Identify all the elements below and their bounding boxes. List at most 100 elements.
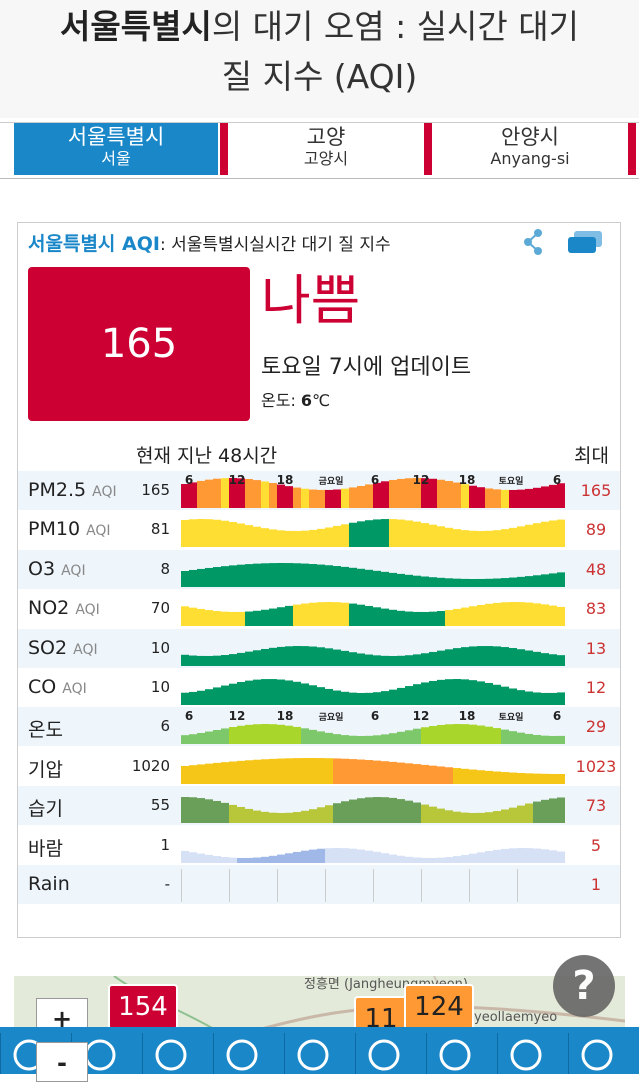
max-value: 13 <box>585 638 607 658</box>
history-bar <box>413 653 421 666</box>
history-bar <box>469 606 477 627</box>
history-bar <box>245 651 253 666</box>
col-header-max: 최대 <box>574 445 609 467</box>
time-label: 6 <box>553 473 561 487</box>
history-bar <box>189 607 197 627</box>
history-bar <box>389 609 397 627</box>
history-bar <box>317 807 325 824</box>
history-bar <box>509 847 517 863</box>
history-bar <box>357 849 365 863</box>
time-label: 6 <box>371 709 379 723</box>
history-bar <box>533 848 541 863</box>
history-bar <box>421 804 429 824</box>
tab-goyang[interactable]: 고양 고양시 <box>228 123 424 175</box>
history-bar <box>301 563 309 587</box>
history-bar <box>277 725 285 745</box>
history-bar <box>213 520 221 548</box>
faq-icon[interactable] <box>284 1033 341 1074</box>
max-value: 12 <box>585 678 607 697</box>
history-bar <box>197 568 205 587</box>
pollutant-row: PM2.5 AQI 165 6 12 18 금요일 6 12 18 토요일 6 165 <box>18 471 620 510</box>
pollutant-row: NO2 AQI 70 83 <box>18 589 620 628</box>
widget-icon[interactable] <box>566 229 606 257</box>
history-bar <box>397 655 405 666</box>
history-bar <box>557 607 565 627</box>
history-bar <box>445 767 453 784</box>
pollutant-row: O3 AQI 8 48 <box>18 549 620 589</box>
current-value: 10 <box>150 638 170 657</box>
history-bar <box>373 851 381 863</box>
history-bar <box>421 523 429 548</box>
history-bar <box>213 762 221 784</box>
history-bar <box>237 612 245 627</box>
updated-time: 토요일 7시에 업데이트 <box>261 355 472 380</box>
history-bar <box>349 603 357 627</box>
max-value: 83 <box>585 599 607 619</box>
history-bar <box>405 856 413 863</box>
tab-level-bar <box>628 123 636 175</box>
tab-anyang[interactable]: 안양시 Anyang-si <box>432 123 628 175</box>
history-bar <box>365 484 373 508</box>
history-bar <box>205 610 213 627</box>
pollutant-unit: AQI <box>86 523 111 540</box>
history-bar <box>253 480 261 508</box>
pollutant-label: NO2 <box>28 597 70 620</box>
current-value: 8 <box>160 559 170 578</box>
refresh-icon[interactable] <box>142 1033 199 1074</box>
history-bar <box>341 735 349 745</box>
history-bar <box>181 606 189 627</box>
history-bar <box>421 727 429 745</box>
history-bar <box>413 522 421 548</box>
map-marker[interactable]: 154 <box>108 984 178 1030</box>
history-bar <box>221 728 229 745</box>
chat-icon[interactable] <box>426 1033 483 1074</box>
history-bar <box>221 856 229 863</box>
history-bar <box>501 529 509 548</box>
history-bar <box>437 577 445 587</box>
history-bar <box>309 757 317 784</box>
history-bar <box>197 609 205 627</box>
history-bar <box>405 686 413 705</box>
share-icon[interactable] <box>518 227 548 257</box>
mask-icon[interactable] <box>213 1033 270 1074</box>
history-bar <box>325 758 333 784</box>
settings-icon[interactable] <box>568 1033 625 1074</box>
history-bar <box>253 810 261 824</box>
history-bar <box>429 857 437 863</box>
help-button[interactable]: ? <box>553 955 615 1017</box>
tab-seoul[interactable]: 서울특별시 서울 <box>14 123 218 175</box>
history-bar <box>461 768 469 784</box>
history-bar <box>293 727 301 745</box>
tab-label: 고양 <box>306 125 346 149</box>
link-icon[interactable] <box>497 1033 554 1074</box>
title-line-2: 질 지수 (AQI) <box>221 57 418 96</box>
history-bar <box>365 520 373 548</box>
history-bar <box>549 692 557 705</box>
history-bar <box>557 773 565 784</box>
history-bar <box>437 808 445 824</box>
search-icon[interactable] <box>355 1033 412 1074</box>
history-bar <box>373 869 374 902</box>
history-bar <box>333 565 341 587</box>
map-marker[interactable]: 124 <box>404 984 474 1030</box>
history-bar <box>325 565 333 587</box>
col-header-current: 현재 지난 48시간 <box>136 441 277 468</box>
history-bar <box>541 604 549 627</box>
history-bar <box>229 653 237 666</box>
zoom-out-button[interactable]: - <box>36 1042 88 1082</box>
history-bar <box>309 563 317 587</box>
pollutant-unit: AQI <box>61 562 86 579</box>
time-label: 6 <box>185 473 193 487</box>
history-bar <box>453 767 461 784</box>
pollutant-name: 습기 <box>28 794 63 821</box>
history-bar <box>221 654 229 666</box>
history-bar <box>373 797 381 824</box>
history-bar <box>181 765 189 784</box>
history-bar <box>269 758 277 784</box>
history-bar <box>485 488 493 508</box>
history-bar <box>221 685 229 705</box>
history-bar <box>189 519 197 548</box>
history-bar <box>461 679 469 705</box>
history-bar <box>397 799 405 824</box>
history-bar <box>397 687 405 705</box>
